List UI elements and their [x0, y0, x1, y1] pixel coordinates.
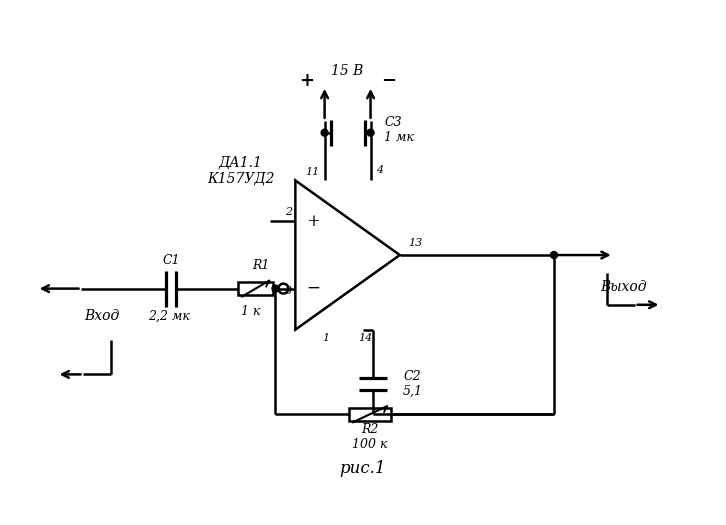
- Text: 2,2 мк: 2,2 мк: [148, 310, 190, 323]
- Text: R1: R1: [252, 259, 269, 272]
- Circle shape: [367, 129, 374, 136]
- Text: 4: 4: [375, 165, 383, 175]
- Text: R2
100 к: R2 100 к: [352, 423, 388, 451]
- Text: −: −: [381, 72, 396, 90]
- Text: 1: 1: [322, 333, 329, 343]
- Text: 14: 14: [358, 333, 372, 343]
- Text: −: −: [306, 280, 320, 297]
- Text: 3: 3: [285, 286, 293, 296]
- Bar: [238, 282, 273, 295]
- Text: С1: С1: [162, 254, 180, 267]
- Circle shape: [550, 251, 558, 258]
- Text: 15 В: 15 В: [331, 64, 364, 78]
- Circle shape: [321, 129, 328, 136]
- Text: 1 к: 1 к: [241, 305, 261, 318]
- Text: рис.1: рис.1: [340, 460, 386, 477]
- Text: ДА1.1
К157УД2: ДА1.1 К157УД2: [207, 155, 274, 186]
- Text: Вход: Вход: [83, 309, 119, 323]
- Text: 13: 13: [408, 238, 422, 248]
- Text: С2
5,1: С2 5,1: [403, 370, 423, 398]
- Text: С3
1 мк: С3 1 мк: [385, 116, 415, 144]
- Text: +: +: [299, 72, 314, 90]
- Text: 11: 11: [306, 167, 319, 177]
- Text: Выход: Выход: [600, 280, 647, 294]
- Text: +: +: [306, 213, 320, 230]
- Circle shape: [272, 285, 279, 292]
- Bar: [349, 408, 391, 421]
- Text: 2: 2: [285, 206, 293, 216]
